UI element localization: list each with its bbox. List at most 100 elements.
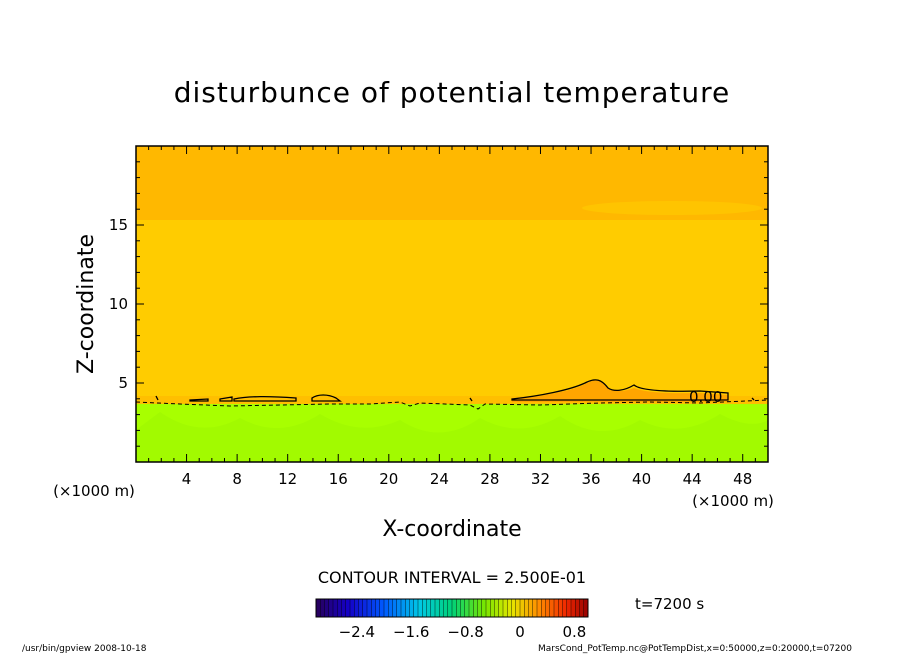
colorbar-swatch [434,598,440,618]
colorbar-swatch [358,598,364,618]
colorbar [315,598,589,618]
colorbar-swatch [337,598,343,618]
colorbar-swatch [413,598,419,618]
colorbar-swatch [362,598,368,618]
colorbar-swatch [354,598,360,618]
colorbar-tick-label: 0 [515,623,525,641]
colorbar-swatch [430,598,436,618]
colorbar-swatch [315,598,321,618]
colorbar-swatch [324,598,330,618]
x-tick-label: 20 [379,470,398,488]
x-axis-label: X-coordinate [382,517,521,542]
colorbar-swatch [464,598,470,618]
colorbar-swatch [473,598,479,618]
colorbar-swatch [341,598,347,618]
colorbar-swatch [392,598,398,618]
colorbar-swatch [456,598,462,618]
colorbar-swatch [575,598,581,618]
x-tick-label: 16 [329,470,348,488]
colorbar-swatch [366,598,372,618]
colorbar-swatch [481,598,487,618]
colorbar-swatch [332,598,338,618]
colorbar-tick-label: −0.8 [447,623,483,641]
y-tick-label: 5 [118,374,128,392]
colorbar-swatch [562,598,568,618]
colorbar-swatch [375,598,381,618]
colorbar-swatch [536,598,542,618]
contour-label: 0.00 [689,388,722,406]
colorbar-swatch [524,598,530,618]
colorbar-swatch [426,598,432,618]
region-lower-patch [136,412,768,462]
x-tick-label: 4 [182,470,192,488]
colorbar-swatch [494,598,500,618]
x-tick-label: 32 [531,470,550,488]
colorbar-swatch [422,598,428,618]
x-tick-label: 44 [683,470,702,488]
contour-solid [189,379,729,402]
colorbar-swatch [345,598,351,618]
x-tick-label: 28 [480,470,499,488]
colorbar-swatch [447,598,453,618]
time-label: t=7200 s [635,595,704,613]
colorbar-swatch [532,598,538,618]
colorbar-swatch [507,598,513,618]
colorbar-swatch [349,598,355,618]
colorbar-swatch [490,598,496,618]
colorbar-swatch [451,598,457,618]
colorbar-frame [315,598,589,618]
colorbar-ticks: −2.4 −1.6 −0.8 0 0.8 [339,623,587,641]
colorbar-swatch [477,598,483,618]
x-tick-label: 40 [632,470,651,488]
colorbar-swatch [439,598,445,618]
colorbar-swatch [558,598,564,618]
contour-dashed-zero [135,399,769,410]
colorbar-swatch [388,598,394,618]
colorbar-swatch [566,598,572,618]
colorbar-swatch [519,598,525,618]
y-axis-label: Z-coordinate [74,234,99,374]
colorbar-swatch [400,598,406,618]
colorbar-swatch [545,598,551,618]
colorbar-tick-label: −2.4 [339,623,375,641]
colorbar-swatch [579,598,585,618]
colorbar-swatch [320,598,326,618]
colorbar-swatch [383,598,389,618]
colorbar-swatch [468,598,474,618]
chart-title: disturbunce of potential temperature [174,76,731,109]
y-tick-label: 15 [109,216,128,234]
colorbar-tick-label: −1.6 [393,623,429,641]
footer-right: MarsCond_PotTemp.nc@PotTempDist,x=0:5000… [538,644,852,654]
colorbar-swatch [485,598,491,618]
colorbar-swatch [549,598,555,618]
colorbar-swatch [541,598,547,618]
y-unit-label: (×1000 m) [53,482,135,500]
colorbar-swatch [502,598,508,618]
x-tick-label: 8 [232,470,242,488]
y-tick-label: 10 [109,295,128,313]
colorbar-swatch [515,598,521,618]
y-axis: 5 10 15 [109,145,768,463]
colorbar-swatch [409,598,415,618]
colorbar-swatch [405,598,411,618]
contour-interval-label: CONTOUR INTERVAL = 2.500E-01 [318,568,586,587]
region-middle [136,220,768,404]
colorbar-swatch [417,598,423,618]
x-tick-label: 48 [733,470,752,488]
colorbar-tick-label: 0.8 [562,623,586,641]
footer-left: /usr/bin/gpview 2008-10-18 [22,644,147,654]
colorbar-swatch [328,598,334,618]
colorbar-swatch [511,598,517,618]
colorbar-swatch [553,598,559,618]
plot-area: 0.00 [135,145,769,463]
region-upper-light-patch [582,201,762,215]
x-tick-label: 24 [430,470,449,488]
x-tick-label: 12 [278,470,297,488]
region-warm-bump [512,380,728,402]
colorbar-swatch [460,598,466,618]
colorbar-swatch [371,598,377,618]
x-axis: 4 8 12 16 20 24 28 32 36 40 44 48 [135,146,769,488]
x-unit-label: (×1000 m) [692,492,774,510]
colorbar-swatch [396,598,402,618]
